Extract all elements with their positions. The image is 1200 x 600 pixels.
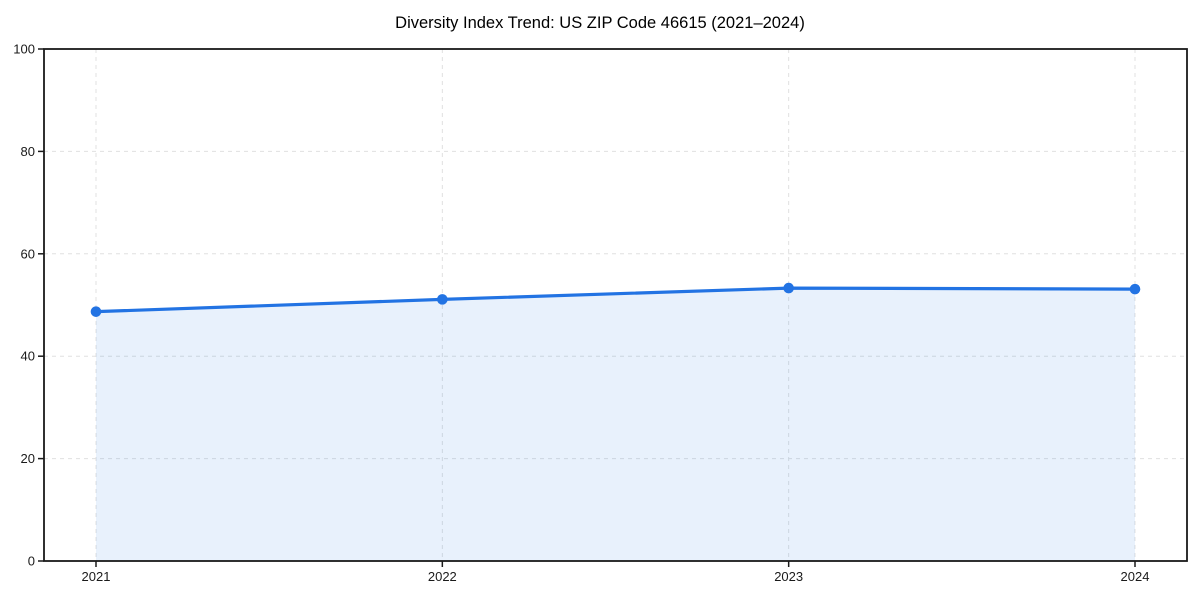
- y-tick-label: 100: [13, 42, 35, 57]
- data-point: [1129, 283, 1141, 295]
- x-tick-label: 2024: [1121, 569, 1150, 584]
- y-tick-label: 80: [21, 144, 35, 159]
- plot-border: [43, 48, 1188, 562]
- trend-line: [94, 286, 1137, 314]
- data-point: [783, 282, 794, 294]
- y-tick-label: 20: [21, 451, 35, 466]
- chart-title: Diversity Index Trend: US ZIP Code 46615…: [395, 14, 805, 32]
- y-tick-label: 60: [21, 246, 35, 261]
- x-tick-label: 2021: [82, 569, 111, 584]
- area-fill: [96, 288, 1135, 561]
- y-tick-label: 0: [28, 554, 35, 569]
- x-tick-label: 2022: [428, 569, 457, 584]
- y-tick-label: 40: [21, 349, 35, 364]
- data-point: [437, 294, 448, 305]
- data-point: [90, 306, 102, 317]
- x-tick-label: 2023: [774, 569, 803, 584]
